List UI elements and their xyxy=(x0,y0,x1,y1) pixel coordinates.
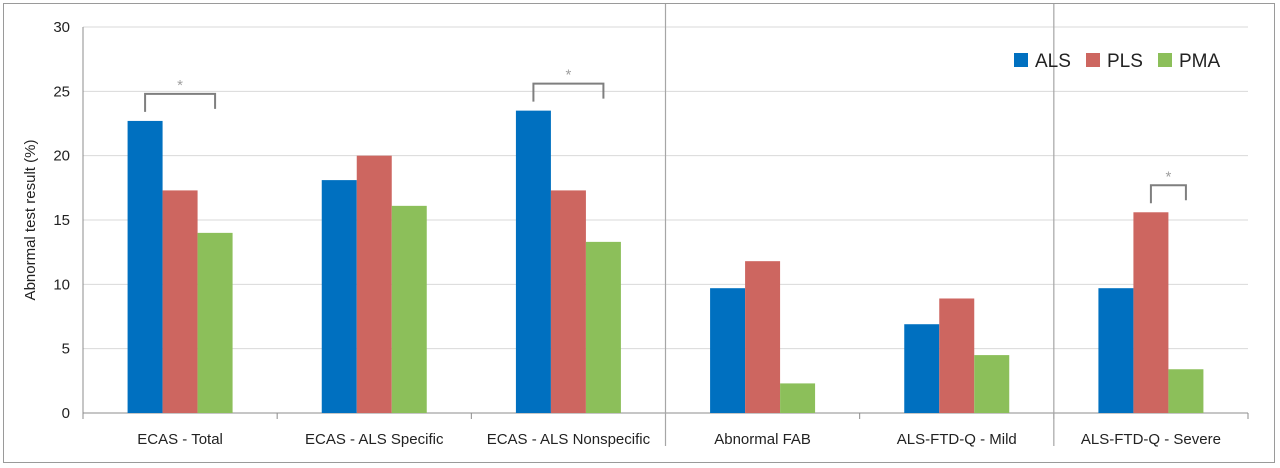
bar-als xyxy=(515,110,551,413)
y-tick-label: 15 xyxy=(53,212,70,229)
bar-pma xyxy=(780,383,816,413)
significance-bracket xyxy=(1149,184,1187,204)
bar-pma xyxy=(585,241,621,413)
y-tick-label: 25 xyxy=(53,83,70,100)
bar-als xyxy=(321,180,357,413)
bar-als xyxy=(127,120,163,413)
significance-star: * xyxy=(565,67,571,84)
bar-pma xyxy=(391,205,427,413)
x-tick-label: ECAS - Total xyxy=(137,431,223,448)
bar-pls xyxy=(162,190,198,413)
x-tick-label: ALS-FTD-Q - Severe xyxy=(1081,431,1221,448)
bar-als xyxy=(904,324,940,413)
significance-bracket xyxy=(532,82,605,102)
bar-pma xyxy=(197,232,233,413)
y-tick-label: 20 xyxy=(53,148,70,165)
y-tick-label: 0 xyxy=(62,405,70,422)
bar-pls xyxy=(745,261,781,413)
bar-pls xyxy=(1133,212,1169,413)
significance-star: * xyxy=(1165,168,1171,185)
y-tick-label: 10 xyxy=(53,276,70,293)
bar-pls xyxy=(939,298,975,413)
significance-star: * xyxy=(177,77,183,94)
bar-pls xyxy=(550,190,586,413)
legend-swatch-pma xyxy=(1158,53,1172,67)
legend-label-als: ALS xyxy=(1035,51,1071,72)
bar-pma xyxy=(974,355,1010,413)
legend-label-pma: PMA xyxy=(1179,51,1221,72)
y-tick-label: 30 xyxy=(53,19,70,36)
bar-als xyxy=(1098,288,1134,413)
bar-als xyxy=(710,288,746,413)
bar-pma xyxy=(1168,369,1204,413)
legend-swatch-als xyxy=(1014,53,1028,67)
x-tick-label: ECAS - ALS Specific xyxy=(305,431,444,448)
x-tick-label: Abnormal FAB xyxy=(714,431,811,448)
x-tick-label: ECAS - ALS Nonspecific xyxy=(487,431,651,448)
legend-swatch-pls xyxy=(1086,53,1100,67)
significance-bracket xyxy=(144,92,217,112)
legend-label-pls: PLS xyxy=(1107,51,1143,72)
y-axis-title: Abnormal test result (%) xyxy=(22,140,39,301)
x-tick-label: ALS-FTD-Q - Mild xyxy=(897,431,1017,448)
y-tick-label: 5 xyxy=(62,341,70,358)
bar-pls xyxy=(356,155,392,413)
